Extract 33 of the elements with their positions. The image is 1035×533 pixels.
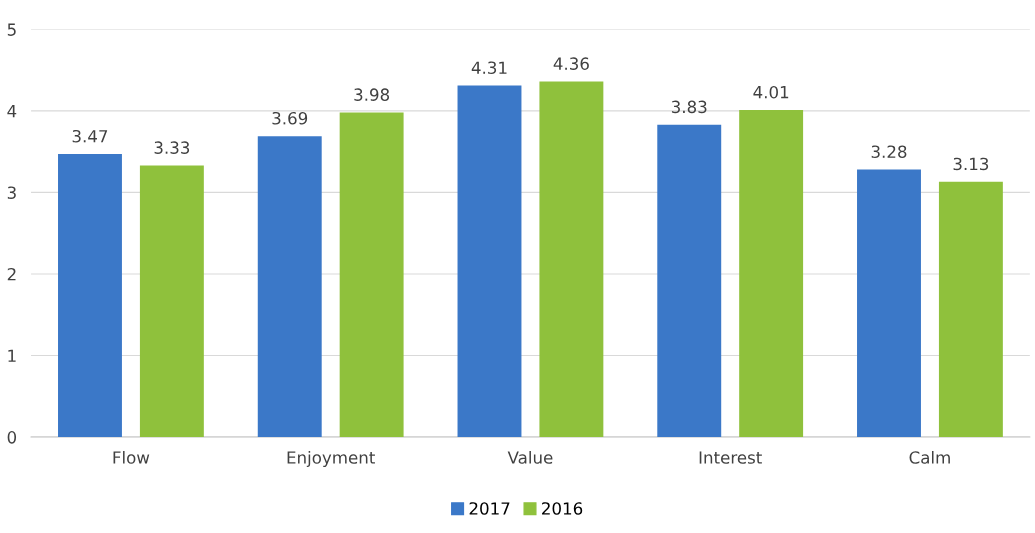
bar [139,165,204,438]
bar [257,136,322,438]
data-label: 4.36 [553,57,589,70]
x-tick-label: Value [507,450,553,464]
bar [857,169,921,438]
data-label: 3.83 [671,100,707,114]
bar [739,110,804,438]
bar [339,112,404,438]
data-label: 4.01 [753,85,789,99]
data-label: 4.31 [471,61,507,75]
y-tick-label: 0 [7,431,17,444]
y-tick-label: 2 [7,267,16,281]
data-label: 3.13 [953,157,989,171]
bar [657,124,722,438]
bar [938,181,1003,438]
x-tick-label: Interest [699,451,762,464]
x-tick-label: Calm [909,450,950,464]
y-tick-label: 1 [8,349,16,362]
data-label: 3.47 [72,129,108,143]
data-label: 3.28 [871,145,907,159]
data-label: 3.69 [272,111,308,125]
bar [539,81,604,438]
data-label: 3.33 [154,141,190,154]
bar [457,85,522,438]
legend-label: 2016 [542,502,583,515]
y-tick-label: 4 [7,105,17,118]
x-tick-label: Flow [113,450,150,464]
data-label: 3.98 [354,88,390,101]
legend-label: 2017 [469,502,510,515]
y-tick-label: 5 [7,23,16,36]
y-tick-label: 3 [7,186,16,199]
bar [58,154,122,438]
x-tick-label: Enjoyment [287,450,375,468]
